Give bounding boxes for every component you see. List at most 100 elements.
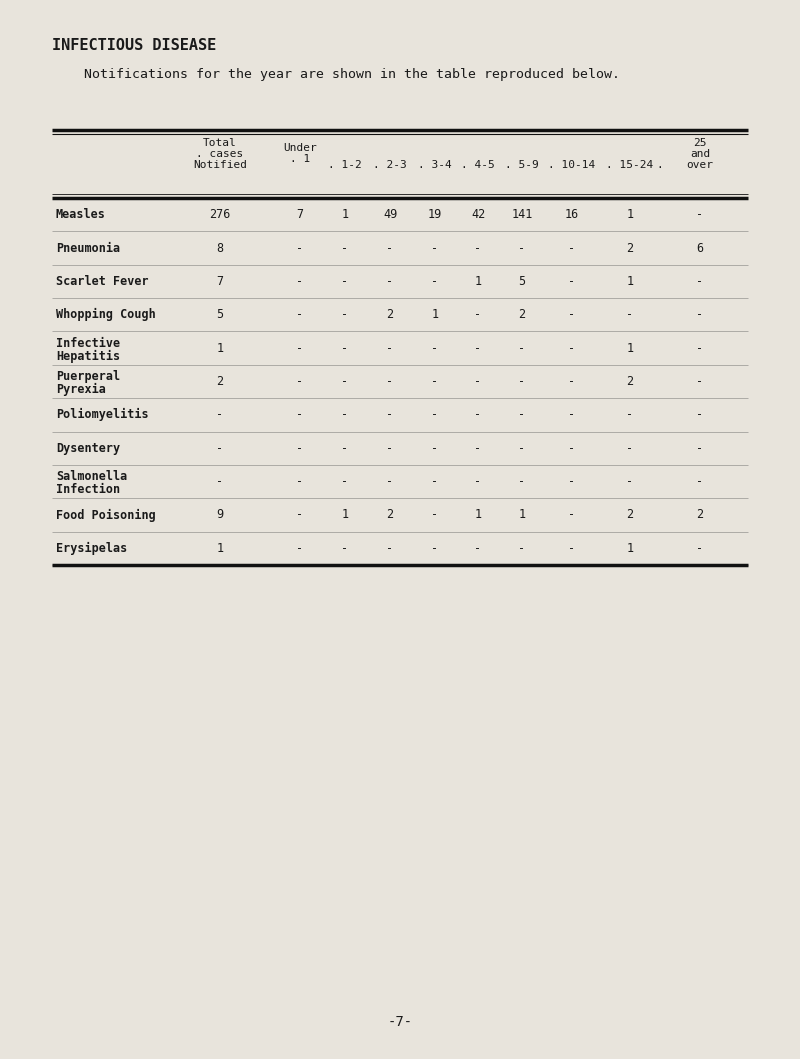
Text: Puerperal: Puerperal [56, 370, 120, 383]
Text: -: - [431, 542, 438, 555]
Text: -: - [342, 475, 349, 488]
Text: -: - [217, 442, 223, 454]
Text: Scarlet Fever: Scarlet Fever [56, 275, 149, 288]
Text: 276: 276 [210, 209, 230, 221]
Text: -: - [431, 508, 438, 521]
Text: -: - [431, 409, 438, 421]
Text: -: - [342, 442, 349, 454]
Text: -: - [342, 375, 349, 388]
Text: 1: 1 [626, 275, 634, 288]
Text: -: - [626, 409, 634, 421]
Text: Dysentery: Dysentery [56, 442, 120, 454]
Text: -: - [342, 308, 349, 321]
Text: -: - [297, 275, 303, 288]
Text: Total: Total [203, 138, 237, 148]
Text: -: - [342, 409, 349, 421]
Text: -: - [386, 241, 394, 254]
Text: -: - [518, 342, 526, 355]
Text: Food Poisoning: Food Poisoning [56, 508, 156, 521]
Text: -: - [697, 542, 703, 555]
Text: -: - [297, 409, 303, 421]
Text: . 5-9: . 5-9 [505, 160, 539, 170]
Text: . 1: . 1 [290, 154, 310, 164]
Text: -: - [474, 375, 482, 388]
Text: -: - [342, 275, 349, 288]
Text: -: - [518, 475, 526, 488]
Text: 2: 2 [518, 308, 526, 321]
Text: 25: 25 [694, 138, 706, 148]
Text: -: - [297, 475, 303, 488]
Text: -: - [697, 442, 703, 454]
Text: 1: 1 [342, 209, 349, 221]
Text: -: - [697, 342, 703, 355]
Text: 141: 141 [511, 209, 533, 221]
Text: Notifications for the year are shown in the table reproduced below.: Notifications for the year are shown in … [52, 68, 620, 80]
Text: -: - [518, 241, 526, 254]
Text: . 3-4: . 3-4 [418, 160, 452, 170]
Text: -: - [474, 442, 482, 454]
Text: -: - [386, 442, 394, 454]
Text: 2: 2 [386, 308, 394, 321]
Text: 1: 1 [626, 209, 634, 221]
Text: -: - [386, 375, 394, 388]
Text: -: - [217, 409, 223, 421]
Text: . 15-24: . 15-24 [606, 160, 654, 170]
Text: 1: 1 [431, 308, 438, 321]
Text: Infection: Infection [56, 483, 120, 496]
Text: . 1-2: . 1-2 [328, 160, 362, 170]
Text: Pneumonia: Pneumonia [56, 241, 120, 254]
Text: 8: 8 [217, 241, 223, 254]
Text: -: - [518, 542, 526, 555]
Text: -: - [697, 275, 703, 288]
Text: -: - [697, 475, 703, 488]
Text: -: - [297, 241, 303, 254]
Text: 7: 7 [217, 275, 223, 288]
Text: -: - [626, 442, 634, 454]
Text: -: - [697, 375, 703, 388]
Text: -: - [297, 508, 303, 521]
Text: . cases: . cases [196, 149, 244, 159]
Text: -: - [569, 342, 575, 355]
Text: 42: 42 [471, 209, 485, 221]
Text: -: - [474, 475, 482, 488]
Text: -: - [697, 409, 703, 421]
Text: -: - [569, 308, 575, 321]
Text: -: - [626, 308, 634, 321]
Text: 2: 2 [626, 241, 634, 254]
Text: 1: 1 [518, 508, 526, 521]
Text: -: - [569, 275, 575, 288]
Text: .: . [657, 160, 663, 170]
Text: 16: 16 [565, 209, 579, 221]
Text: -: - [297, 342, 303, 355]
Text: INFECTIOUS DISEASE: INFECTIOUS DISEASE [52, 38, 216, 53]
Text: -: - [518, 442, 526, 454]
Text: -: - [297, 308, 303, 321]
Text: 1: 1 [626, 342, 634, 355]
Text: Pyrexia: Pyrexia [56, 383, 106, 396]
Text: -: - [474, 241, 482, 254]
Text: -: - [431, 375, 438, 388]
Text: -: - [386, 475, 394, 488]
Text: -: - [569, 508, 575, 521]
Text: Salmonella: Salmonella [56, 470, 127, 483]
Text: -: - [569, 241, 575, 254]
Text: Infective: Infective [56, 337, 120, 349]
Text: 19: 19 [428, 209, 442, 221]
Text: 2: 2 [626, 375, 634, 388]
Text: 6: 6 [697, 241, 703, 254]
Text: -: - [569, 542, 575, 555]
Text: 5: 5 [518, 275, 526, 288]
Text: -: - [569, 475, 575, 488]
Text: . 10-14: . 10-14 [548, 160, 596, 170]
Text: 5: 5 [217, 308, 223, 321]
Text: Poliomyelitis: Poliomyelitis [56, 409, 149, 421]
Text: . 2-3: . 2-3 [373, 160, 407, 170]
Text: . 4-5: . 4-5 [461, 160, 495, 170]
Text: -: - [342, 342, 349, 355]
Text: -: - [386, 275, 394, 288]
Text: 2: 2 [626, 508, 634, 521]
Text: Hepatitis: Hepatitis [56, 349, 120, 362]
Text: -: - [386, 542, 394, 555]
Text: -: - [431, 275, 438, 288]
Text: Under: Under [283, 143, 317, 152]
